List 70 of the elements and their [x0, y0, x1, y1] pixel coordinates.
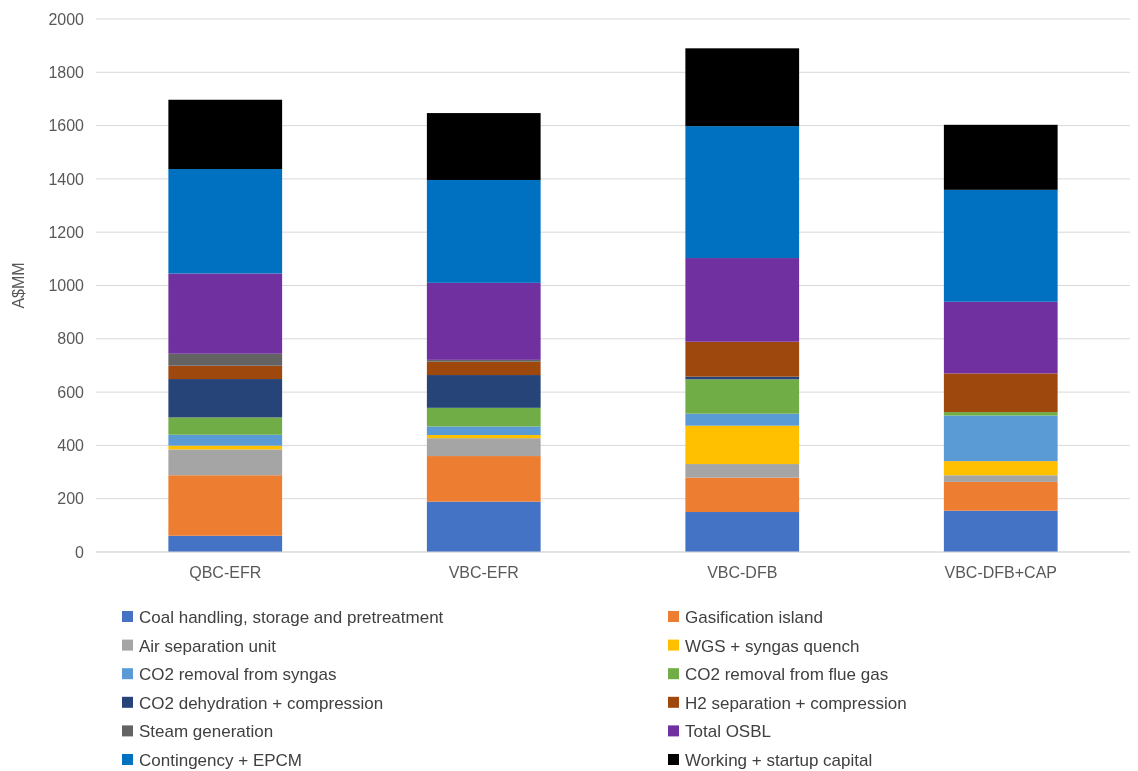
bar	[943, 189, 1058, 302]
bar	[943, 301, 1058, 374]
y-tick-label: 1000	[48, 277, 85, 295]
bar	[685, 341, 800, 377]
bar	[168, 449, 283, 476]
bar	[426, 501, 541, 552]
bar	[685, 126, 800, 259]
y-tick-label: 2000	[48, 10, 85, 28]
legend-label: Working + startup capital	[685, 750, 873, 770]
bar	[426, 438, 541, 457]
y-tick-label: 200	[57, 490, 85, 508]
x-tick-label: VBC-DFB	[707, 564, 778, 581]
bar	[685, 413, 800, 426]
bar	[943, 481, 1058, 511]
bar	[168, 434, 283, 446]
bar	[685, 425, 800, 465]
legend-label: Air separation unit	[139, 636, 277, 656]
legend-label: CO2 dehydration + compression	[139, 693, 384, 713]
legend-label: Gasification island	[685, 607, 823, 627]
y-axis-title: A$MM	[10, 262, 27, 309]
bar	[168, 273, 283, 354]
bar	[685, 512, 800, 552]
bar	[426, 426, 541, 436]
bar	[943, 124, 1058, 190]
bar	[943, 510, 1058, 552]
bar	[426, 375, 541, 408]
bar	[426, 456, 541, 502]
x-tick-label: VBC-EFR	[448, 564, 519, 581]
bar	[685, 477, 800, 513]
bar	[685, 48, 800, 127]
y-tick-label: 1400	[48, 170, 85, 188]
bar	[943, 412, 1058, 416]
y-tick-label: 0	[75, 543, 85, 561]
bar	[168, 353, 283, 366]
bar	[943, 373, 1058, 413]
legend-label: CO2 removal from flue gas	[685, 665, 889, 685]
bar	[168, 169, 283, 274]
bar	[168, 475, 283, 536]
bar	[685, 258, 800, 342]
bar	[426, 361, 541, 376]
legend-label: Steam generation	[139, 722, 274, 742]
legend-label: Coal handling, storage and pretreatment	[139, 607, 444, 627]
bar	[168, 365, 283, 380]
bar	[168, 379, 283, 418]
legend-label: WGS + syngas quench	[685, 636, 860, 656]
bar	[685, 464, 800, 478]
bar	[168, 99, 283, 170]
y-tick-label: 1200	[48, 223, 85, 241]
legend-label: Contingency + EPCM	[139, 750, 302, 770]
bar	[426, 179, 541, 283]
bar	[426, 407, 541, 427]
bar	[943, 415, 1058, 462]
bar	[426, 435, 541, 439]
bar	[168, 417, 283, 435]
x-tick-label: VBC-DFB+CAP	[944, 564, 1057, 581]
legend-label: CO2 removal from syngas	[139, 665, 337, 685]
bar	[426, 282, 541, 360]
y-tick-label: 1800	[48, 63, 85, 81]
bar	[943, 475, 1058, 482]
x-tick-label: QBC-EFR	[189, 564, 262, 581]
legend-label: H2 separation + compression	[685, 693, 907, 713]
y-tick-label: 600	[57, 383, 85, 401]
y-tick-label: 400	[57, 437, 85, 454]
bar	[685, 379, 800, 414]
bar	[426, 113, 541, 180]
y-tick-label: 800	[57, 330, 85, 348]
bar	[943, 461, 1058, 476]
y-tick-label: 1600	[48, 117, 85, 135]
legend-label: Total OSBL	[685, 722, 771, 742]
bar	[168, 535, 283, 552]
